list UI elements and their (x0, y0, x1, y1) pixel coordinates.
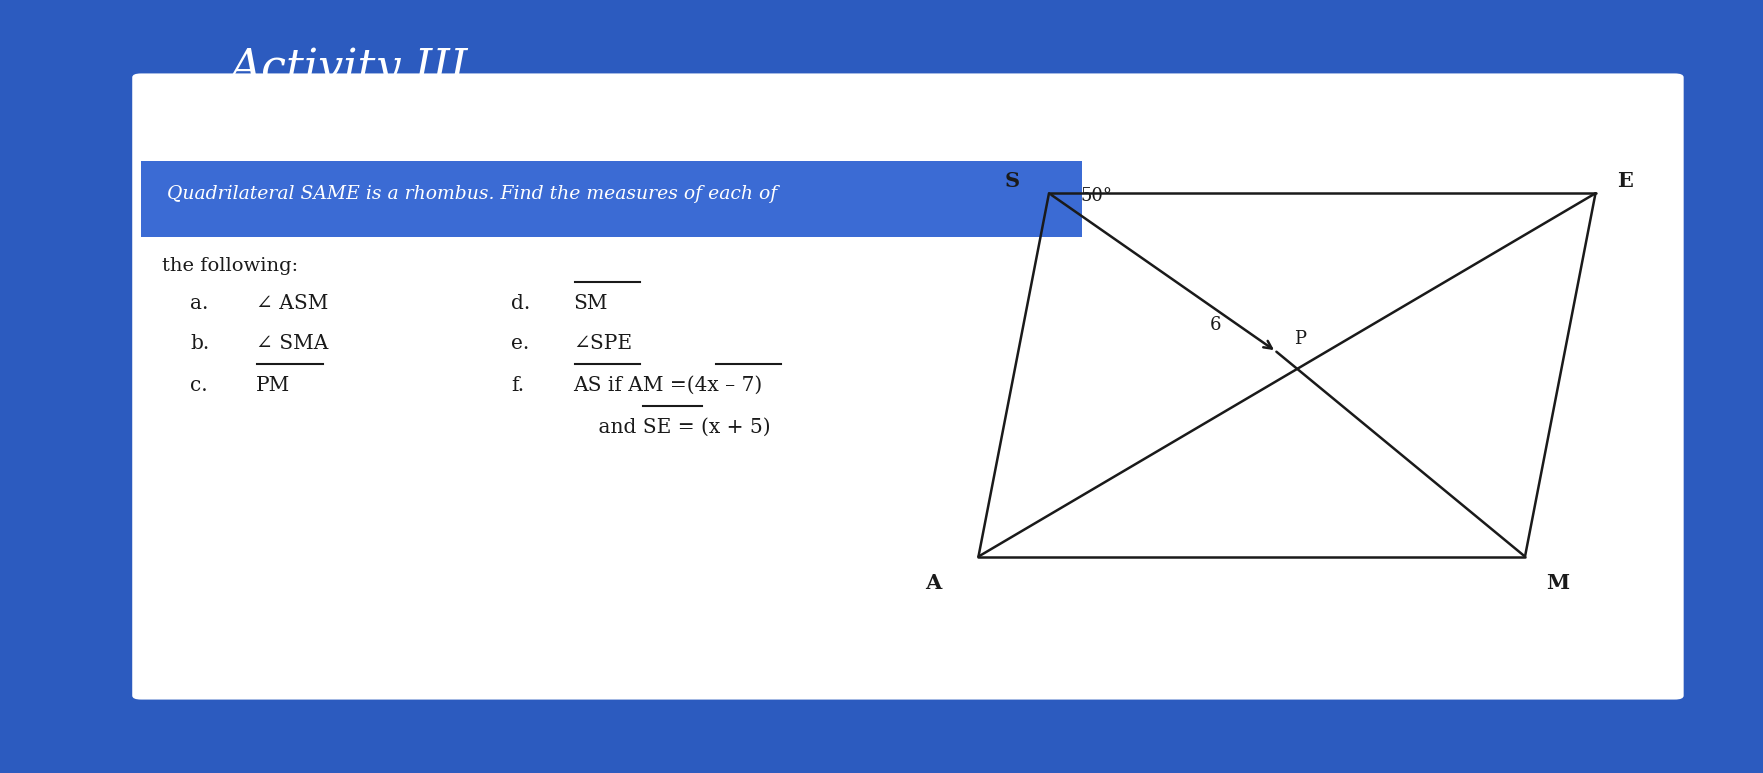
Text: SM: SM (573, 295, 608, 313)
Text: f.: f. (511, 376, 524, 395)
Text: a.: a. (190, 295, 208, 313)
Text: Quadrilateral SAME is a rhombus. Find the measures of each of: Quadrilateral SAME is a rhombus. Find th… (167, 186, 777, 203)
Text: AS if AM =(4x – 7): AS if AM =(4x – 7) (573, 376, 762, 395)
FancyBboxPatch shape (132, 73, 1684, 700)
Text: Activity III: Activity III (229, 47, 467, 90)
Text: ∠ SMA: ∠ SMA (256, 335, 328, 353)
Text: 50°: 50° (1081, 187, 1112, 205)
Text: ∠SPE: ∠SPE (573, 335, 633, 353)
Text: d.: d. (511, 295, 531, 313)
Text: e.: e. (511, 335, 529, 353)
Text: ∠ ASM: ∠ ASM (256, 295, 328, 313)
Text: c.: c. (190, 376, 208, 395)
Text: A: A (926, 573, 941, 593)
Text: and SE = (x + 5): and SE = (x + 5) (573, 418, 770, 437)
Text: M: M (1546, 573, 1569, 593)
Text: E: E (1617, 171, 1633, 191)
Text: 6: 6 (1209, 316, 1222, 334)
Text: S: S (1005, 171, 1021, 191)
Text: P: P (1294, 330, 1306, 348)
Text: the following:: the following: (162, 257, 298, 274)
FancyBboxPatch shape (141, 161, 1082, 237)
Text: b.: b. (190, 335, 210, 353)
Text: PM: PM (256, 376, 289, 395)
